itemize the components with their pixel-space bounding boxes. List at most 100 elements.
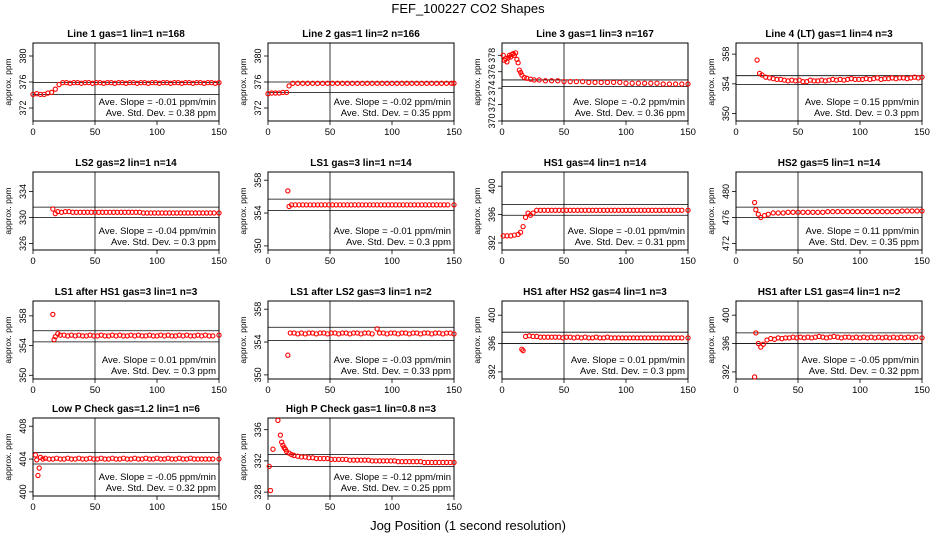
panel-7: HS1 gas=4 lin=1 n=14 0 50 100 150 392 396 400 ap…: [472, 158, 696, 267]
data-point: [409, 80, 415, 86]
panel-title: LS2 gas=2 lin=1 n=14: [75, 158, 177, 169]
data-point: [825, 208, 831, 215]
data-point: [635, 80, 642, 86]
data-point: [685, 335, 691, 341]
panel-title: Line 3 gas=1 lin=3 n=167: [536, 29, 654, 40]
data-point: [314, 80, 321, 86]
panel-title: LS1 after HS1 gas=3 lin=1 n=3: [55, 287, 198, 298]
data-point: [210, 456, 216, 462]
y-tick-label: 404: [18, 452, 28, 467]
data-point: [334, 80, 341, 86]
y-axis-label: approx. ppm: [472, 58, 482, 105]
x-tick-label: 100: [149, 256, 165, 267]
data-point: [919, 208, 925, 214]
data-point: [399, 80, 405, 86]
y-tick-label: 480: [721, 184, 731, 199]
y-tick-label: 376: [253, 74, 263, 89]
y-tick-label: 408: [18, 419, 28, 434]
data-point: [555, 78, 561, 84]
data-point: [211, 210, 217, 216]
data-point: [374, 80, 380, 86]
panel-title: Line 4 (LT) gas=1 lin=4 n=3: [765, 29, 893, 40]
x-tick-label: 0: [265, 385, 270, 396]
panel-title: HS1 after LS1 gas=4 lin=1 n=2: [758, 287, 901, 298]
data-point: [914, 208, 920, 214]
data-point: [300, 80, 306, 86]
slope-annotation: Ave. Slope = -0.04 ppm/min: [99, 226, 216, 237]
slope-annotation: Ave. Slope = -0.2 ppm/min: [573, 97, 685, 108]
data-point: [443, 80, 450, 86]
y-tick-label: 358: [253, 173, 263, 188]
x-tick-label: 150: [446, 385, 462, 396]
data-point: [36, 465, 42, 471]
data-point: [324, 80, 331, 86]
x-tick-label: 100: [618, 385, 634, 396]
x-tick-label: 150: [211, 256, 227, 267]
data-point: [270, 446, 276, 452]
x-tick-label: 100: [384, 256, 400, 267]
data-point: [40, 456, 46, 462]
data-point: [889, 208, 895, 215]
data-point: [521, 74, 527, 81]
data-point: [500, 52, 506, 58]
panel-6: LS1 gas=3 lin=1 n=14 0 50 100 150 350 354 358 ap…: [238, 158, 462, 267]
std-dev-annotation: Ave. Std. Dev. = 0.3 ppm: [346, 237, 451, 248]
data-point: [685, 81, 691, 87]
y-tick-label: 350: [253, 238, 263, 253]
std-dev-annotation: Ave. Std. Dev. = 0.3 ppm: [580, 366, 685, 377]
data-point: [384, 80, 390, 86]
data-point: [617, 79, 623, 86]
y-axis-label: approx. ppm: [238, 433, 248, 480]
x-tick-label: 0: [265, 127, 270, 138]
data-point: [586, 79, 592, 86]
panel-title: Line 1 gas=1 lin=1 n=168: [67, 29, 185, 40]
x-tick-label: 0: [265, 256, 270, 267]
data-point: [448, 80, 455, 86]
data-point: [785, 209, 791, 215]
data-point: [830, 208, 836, 215]
slope-annotation: Ave. Slope = -0.01 ppm/min: [568, 226, 685, 237]
x-tick-label: 100: [384, 385, 400, 396]
x-tick-label: 150: [211, 502, 227, 513]
x-tick-label: 50: [793, 256, 804, 267]
data-point: [854, 208, 861, 215]
x-tick-label: 150: [446, 256, 462, 267]
data-point: [849, 208, 856, 215]
data-point: [579, 78, 586, 85]
plot-frame: [32, 300, 220, 380]
x-tick-label: 50: [90, 256, 101, 267]
x-tick-label: 50: [325, 127, 336, 138]
x-tick-label: 0: [30, 385, 35, 396]
data-point: [216, 80, 222, 86]
data-point: [210, 333, 216, 339]
panel-title: HS1 gas=4 lin=1 n=14: [544, 158, 647, 169]
plot-frame: [267, 171, 455, 251]
data-point: [52, 86, 58, 92]
std-dev-annotation: Ave. Std. Dev. = 0.25 ppm: [341, 483, 451, 494]
data-point: [286, 83, 292, 89]
data-point: [536, 77, 542, 83]
data-point: [288, 452, 295, 458]
data-point: [379, 80, 385, 86]
data-point: [319, 80, 326, 86]
panel-9: LS1 after HS1 gas=3 lin=1 n=3 0 50 100 150 35…: [3, 287, 227, 396]
std-dev-annotation: Ave. Std. Dev. = 0.38 ppm: [106, 108, 216, 119]
data-point: [389, 80, 395, 86]
y-axis-label: approx. ppm: [238, 187, 248, 234]
panel-8: HS2 gas=5 lin=1 n=14 0 50 100 150 472 476 480 ap…: [706, 158, 930, 267]
x-tick-label: 100: [852, 256, 868, 267]
data-point: [339, 80, 346, 86]
y-axis-label: approx. ppm: [706, 316, 716, 363]
data-point: [790, 209, 796, 215]
y-tick-label: 396: [487, 336, 497, 351]
x-tick-label: 50: [559, 127, 570, 138]
data-point: [679, 81, 685, 87]
data-point: [685, 207, 691, 213]
x-tick-label: 100: [149, 385, 165, 396]
data-point: [285, 188, 291, 194]
data-point: [839, 208, 846, 215]
data-point: [329, 80, 336, 86]
data-point: [672, 81, 679, 87]
